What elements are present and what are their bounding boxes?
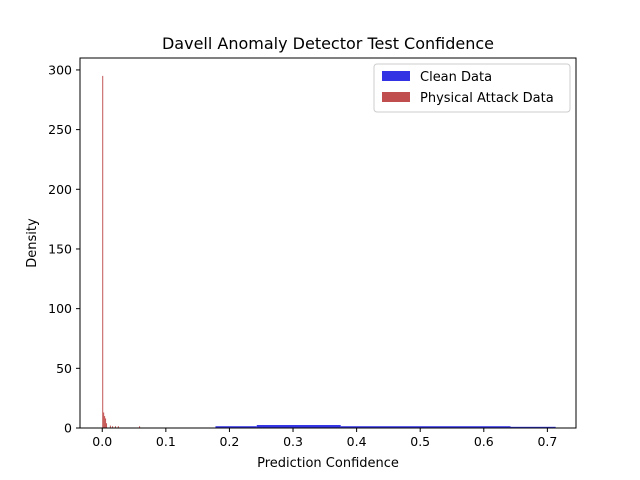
bar-attack-3 [105,418,107,428]
y-tick-label: 50 [56,361,72,376]
legend: Clean Data Physical Attack Data [373,63,571,113]
legend-swatch-clean [382,71,410,81]
bar-clean-1 [256,425,341,428]
bar-clean-3 [510,426,556,428]
x-axis-label: Prediction Confidence [257,456,399,471]
x-tick-label: 0.1 [156,434,176,449]
y-tick-label: 100 [48,301,72,316]
y-tick-label: 250 [48,122,72,137]
y-axis: 0 50 100 150 200 250 300 [48,62,80,436]
y-tick-label: 300 [48,62,72,77]
axes-frame [79,57,577,429]
bar-attack-1 [103,412,105,428]
x-tick-label: 0.3 [283,434,303,449]
bar-attack-4 [106,423,108,428]
x-tick-label: 0.2 [219,434,239,449]
legend-label-attack: Physical Attack Data [420,91,554,106]
y-tick-label: 150 [48,241,72,256]
x-axis: 0.0 0.1 0.2 0.3 0.4 0.5 0.6 0.7 [92,428,557,449]
y-axis-label: Density [25,218,40,268]
y-tick-label: 0 [64,421,72,436]
bar-attack-5 [109,425,111,428]
x-tick-label: 0.7 [537,434,557,449]
x-tick-label: 0.0 [92,434,112,449]
y-tick-label: 200 [48,182,72,197]
x-tick-label: 0.4 [347,434,367,449]
bar-attack-6 [112,426,114,428]
bar-clean-0 [215,426,257,428]
bars [102,75,556,428]
bar-attack-2 [104,416,106,428]
bar-attack-0 [102,75,104,428]
chart-title: Davell Anomaly Detector Test Confidence [162,34,494,53]
legend-box [373,63,571,113]
x-tick-label: 0.5 [410,434,430,449]
bar-attack-9 [139,426,141,428]
bar-clean-2 [340,426,511,428]
bar-attack-8 [117,426,119,428]
legend-swatch-attack [382,92,410,102]
bar-attack-7 [114,426,116,428]
x-tick-label: 0.6 [474,434,494,449]
legend-label-clean: Clean Data [420,70,492,85]
